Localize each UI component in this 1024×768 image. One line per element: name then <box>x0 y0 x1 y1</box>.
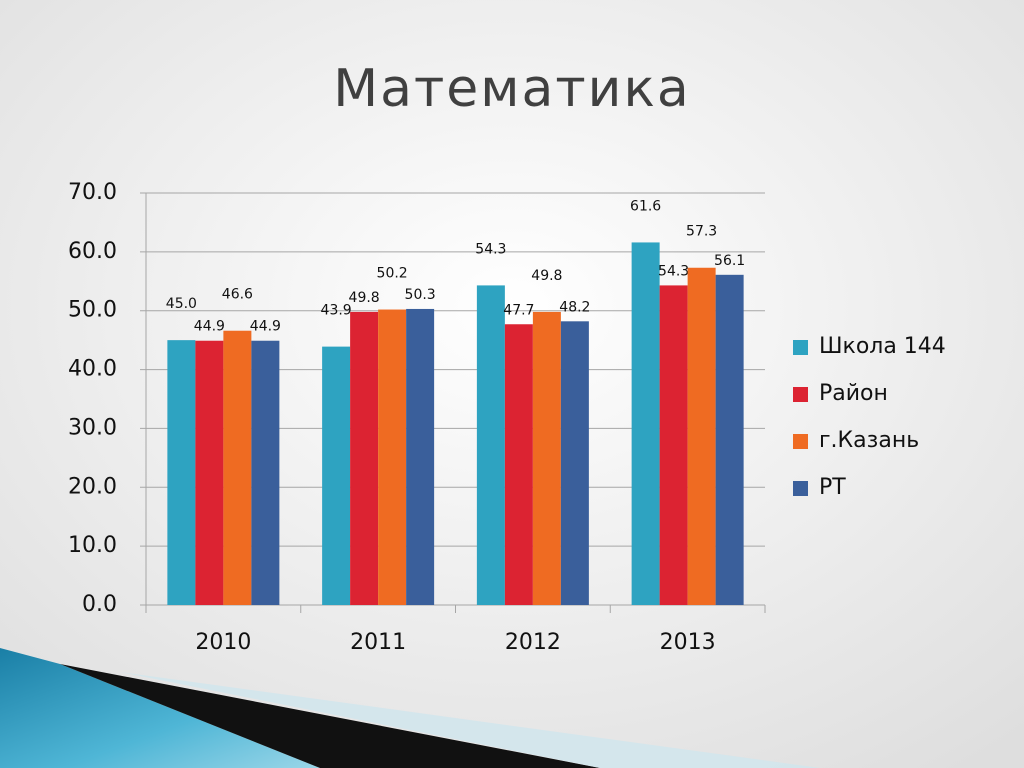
legend-label: Школа 144 <box>819 334 946 359</box>
legend-swatch <box>793 387 808 402</box>
bar <box>251 340 280 605</box>
data-label: 44.9 <box>194 319 225 335</box>
y-tick-label: 50.0 <box>68 298 117 323</box>
legend-swatch <box>793 481 808 496</box>
x-tick-label: 2010 <box>195 630 251 655</box>
legend-label: Район <box>819 381 888 406</box>
legend-swatch <box>793 340 808 355</box>
x-tick-label: 2011 <box>350 630 406 655</box>
x-tick-label: 2012 <box>505 630 561 655</box>
bar <box>560 321 589 605</box>
bar <box>406 308 435 605</box>
bar <box>715 274 744 605</box>
bar <box>350 311 379 605</box>
decoration <box>120 672 820 768</box>
data-label: 50.2 <box>377 266 408 282</box>
bar <box>223 330 252 605</box>
bar <box>659 285 688 605</box>
data-label: 54.3 <box>475 241 506 257</box>
y-tick-label: 40.0 <box>68 357 117 382</box>
legend-label: РТ <box>819 475 846 500</box>
data-label: 45.0 <box>166 296 197 312</box>
data-label: 54.3 <box>658 263 689 279</box>
decoration <box>60 664 600 768</box>
y-tick-label: 10.0 <box>68 533 117 558</box>
data-label: 47.7 <box>503 302 534 318</box>
data-label: 44.9 <box>250 319 281 335</box>
y-tick-label: 20.0 <box>68 474 117 499</box>
x-tick-label: 2013 <box>660 630 716 655</box>
legend-swatch <box>793 434 808 449</box>
data-label: 50.3 <box>405 287 436 303</box>
bar <box>532 311 561 605</box>
bar <box>322 346 351 605</box>
legend-label: г.Казань <box>819 428 919 453</box>
decoration <box>0 648 320 768</box>
data-label: 48.2 <box>559 299 590 315</box>
chart-title: Математика <box>333 59 690 119</box>
bar <box>378 309 407 605</box>
data-label: 61.6 <box>630 198 661 214</box>
y-tick-label: 30.0 <box>68 415 117 440</box>
data-label: 43.9 <box>321 303 352 319</box>
bar <box>504 324 533 605</box>
bar <box>631 242 660 605</box>
bar <box>195 340 224 605</box>
data-label: 57.3 <box>686 224 717 240</box>
bar <box>687 267 716 605</box>
y-tick-label: 0.0 <box>82 592 117 617</box>
data-label: 56.1 <box>714 253 745 269</box>
data-label: 49.8 <box>531 268 562 284</box>
data-label: 46.6 <box>222 287 253 303</box>
bar <box>167 340 196 605</box>
y-tick-label: 70.0 <box>68 180 117 205</box>
y-tick-label: 60.0 <box>68 239 117 264</box>
bar <box>476 285 505 605</box>
data-label: 49.8 <box>349 290 380 306</box>
